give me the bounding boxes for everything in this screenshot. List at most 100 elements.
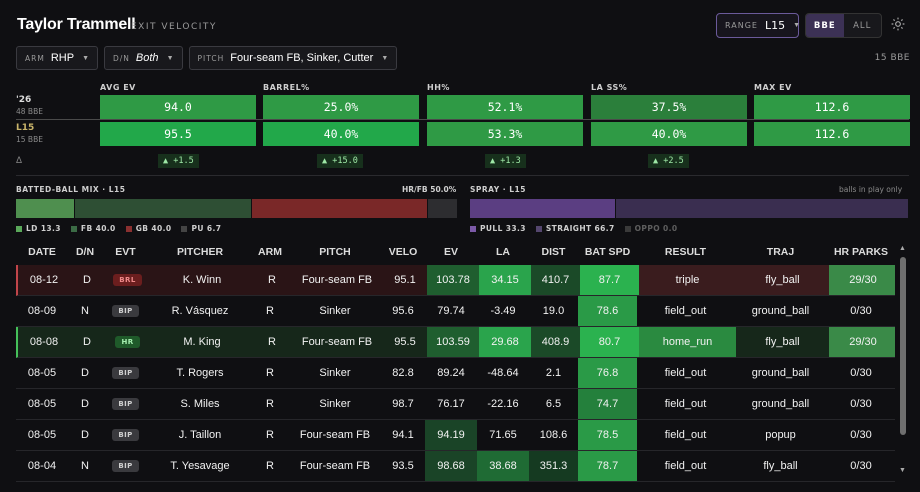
l15-bbe: 15 BBE [16,135,43,144]
column-header-bat[interactable]: BAT SPD [584,246,631,258]
column-header-evt[interactable]: EVT [115,246,136,258]
column-header-la[interactable]: LA [496,246,510,258]
season-label: '26 [16,95,32,105]
cell-velo: 82.8 [392,367,414,379]
legend-label: FB 40.0 [80,224,116,233]
l15-row-label: L15 15 BBE [16,123,43,144]
legend-label: PULL 33.3 [480,224,526,233]
column-header-traj[interactable]: TRAJ [766,246,795,258]
scroll-up-icon[interactable]: ▲ [899,245,906,252]
column-header-date[interactable]: DATE [28,246,56,258]
event-badge: HR [115,336,140,348]
pitch-filter[interactable]: PITCH Four-seam FB, Sinker, Cutter ▼ [188,46,398,70]
cell-evt: BIP [102,420,149,450]
column-header-dn[interactable]: D/N [75,246,95,258]
toggle-all[interactable]: ALL [853,20,872,31]
page-subtitle: EXIT VELOCITY [131,22,217,32]
column-header-ev[interactable]: EV [443,246,458,258]
cell-arm: R [266,305,274,317]
bar-segment-ld [16,199,75,218]
cell-dist: 351.3 [529,451,578,481]
cell-parks: 0/30 [850,305,872,317]
column-header-parks[interactable]: HR PARKS [833,246,889,258]
cell-date: 08-08 [29,336,59,348]
cell-dist: 19.0 [542,305,565,317]
dn-filter[interactable]: D/N Both ▼ [104,46,183,70]
cell-parks: 29/30 [829,327,895,357]
cell-pitcher: J. Taillon [178,429,222,441]
column-header-result[interactable]: RESULT [664,246,707,258]
table-row[interactable]: 08-05 D BIP J. Taillon R Four-seam FB 94.1 94.1… [16,420,895,451]
cell-traj: fly_ball [763,460,798,472]
cell-traj: fly_ball [736,265,829,295]
table-header: DATE D/N EVT PITCHER ARM PITCH VELO EV LA DIST BAT… [16,241,895,265]
cell-pitcher: T. Yesavage [170,460,230,472]
arm-filter[interactable]: ARM RHP ▼ [16,46,98,70]
cell-dist: 2.1 [545,367,562,379]
table-row[interactable]: 08-04 N BIP T. Yesavage R Four-seam FB 93.5 98.… [16,451,895,482]
hrfb-value: HR/FB 50.0% [402,185,457,194]
metric-label-la-ss: LA SS% [591,83,628,92]
gear-icon[interactable] [890,17,906,33]
column-header-pitch[interactable]: PITCH [319,246,351,258]
arm-filter-key: ARM [25,53,45,63]
column-header-dist[interactable]: DIST [541,246,566,258]
cell-arm: R [266,429,274,441]
scrollbar-thumb[interactable] [900,257,906,435]
cell-dn: D [81,429,89,441]
metric-hh-l15: 53.3% [427,122,583,146]
bar-segment-oppo [909,199,910,218]
scroll-down-icon[interactable]: ▼ [899,467,906,474]
cell-dn: D [81,398,89,410]
cell-arm: R [268,274,276,286]
range-value: L15 [764,19,786,32]
season-bbe: 48 BBE [16,107,43,116]
cell-parks: 0/30 [850,429,872,441]
cell-bat: 74.7 [578,389,637,419]
table-row[interactable]: 08-05 D BIP S. Miles R Sinker 98.7 76.17 -22.16 6… [16,389,895,420]
event-badge: BIP [112,460,139,472]
cell-result: field_out [664,460,707,472]
legend-item-ld: LD 13.3 [16,224,61,233]
metric-barrel-l15: 40.0% [263,122,419,146]
cell-pitcher: M. King [183,336,221,348]
cell-bat: 78.5 [578,420,637,450]
scrollbar[interactable]: ▲ ▼ [897,241,909,481]
legend-item-oppo: OPPO 0.0 [624,224,678,233]
cell-pitcher: T. Rogers [176,367,224,379]
chevron-down-icon: ▼ [166,54,174,62]
column-header-pitcher[interactable]: PITCHER [176,246,224,258]
metric-max-ev-season: 112.6 [754,95,910,119]
l15-label: L15 [16,123,35,133]
legend-item-fb: FB 40.0 [70,224,116,233]
range-dropdown[interactable]: RANGE L15 ▼ [716,13,800,38]
batted-ball-label: BATTED-BALL MIX · L15 [16,185,126,194]
legend-item-pu: PU 6.7 [181,224,221,233]
cell-bat: 87.7 [580,265,639,295]
delta-la-ss: ▲ +2.5 [648,154,689,168]
cell-arm: R [266,460,274,472]
table-row[interactable]: 08-09 N BIP R. Vásquez R Sinker 95.6 79.74 -3.49… [16,296,895,327]
cell-traj: popup [765,429,796,441]
bbe-all-toggle[interactable]: BBE ALL [805,13,882,38]
cell-dist: 108.6 [539,429,568,441]
cell-pitch: Four-seam FB [301,274,373,286]
cell-pitcher: S. Miles [180,398,220,410]
legend-swatch [16,226,22,232]
legend-label: LD 13.3 [26,224,61,233]
toggle-bbe[interactable]: BBE [806,14,844,37]
cell-la: -3.49 [490,305,516,317]
column-header-arm[interactable]: ARM [258,246,282,258]
cell-arm: R [266,398,274,410]
spray-bar [470,199,910,218]
legend-item-pull: PULL 33.3 [470,224,526,233]
table-row[interactable]: 08-08 D HR M. King R Four-seam FB 95.5 103.59 29… [16,327,895,358]
cell-evt: BIP [102,358,149,388]
cell-ev: 89.24 [437,367,465,379]
table-row[interactable]: 08-05 D BIP T. Rogers R Sinker 82.8 89.24 -48.64… [16,358,895,389]
cell-date: 08-12 [29,274,59,286]
column-header-velo[interactable]: VELO [388,246,418,258]
table-row[interactable]: 08-12 D BRL K. Winn R Four-seam FB 95.1 103.78 3… [16,265,895,296]
cell-date: 08-09 [27,305,57,317]
cell-dn: D [81,367,89,379]
